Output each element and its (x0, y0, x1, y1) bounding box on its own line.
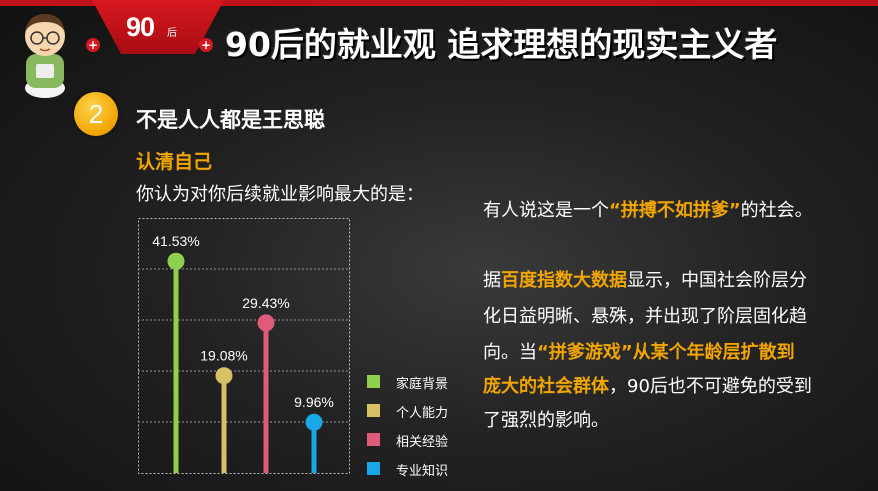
legend-swatch (367, 375, 380, 388)
lollipop-head (305, 413, 323, 431)
text-segment: 显示，中国社会阶层分 (627, 270, 807, 291)
data-label: 9.96% (294, 394, 334, 410)
text-line-1: 有人说这是一个“拼搏不如拼爹”的社会。 (483, 196, 813, 222)
legend-swatch (367, 433, 380, 446)
page-title: 90后的就业观 追求理想的现实主义者 (225, 25, 778, 64)
legend-label: 相关经验 (396, 435, 449, 450)
highlight-text: 庞大的社会群体 (483, 376, 609, 397)
data-label: 41.53% (152, 233, 199, 249)
legend-swatch (367, 462, 380, 475)
text-line-3: 化日益明晰、悬殊，并出现了阶层固化趋 (483, 306, 807, 327)
legend-swatch (367, 404, 380, 417)
survey-question: 你认为对你后续就业影响最大的是： (136, 184, 424, 205)
lollipop-chart: 41.53% 19.08% 29.43% 9.96% (138, 218, 350, 474)
data-label: 29.43% (242, 295, 289, 311)
header-tag-number: 90 (126, 12, 155, 42)
legend-item: 家庭背景 (367, 372, 477, 392)
section-number-badge: 2 (74, 92, 118, 136)
lollipop-head (257, 314, 275, 332)
chart-frame (138, 218, 350, 474)
text-segment: 据 (483, 270, 501, 291)
plus-icon: + (86, 38, 100, 52)
legend-item: 个人能力 (367, 401, 477, 421)
highlight-text: “拼爹游戏”从某个年龄层扩散到 (537, 342, 795, 363)
cartoon-avatar (25, 14, 65, 98)
text-segment: 有人说这是一个 (483, 200, 609, 221)
text-segment: ，90后也不可避免的受到 (609, 376, 812, 397)
legend-item: 相关经验 (367, 430, 477, 450)
text-segment: 向。当 (483, 342, 537, 363)
legend-label: 家庭背景 (396, 377, 449, 392)
text-line-5: 庞大的社会群体，90后也不可避免的受到 (483, 372, 812, 398)
plus-icon: + (199, 38, 213, 52)
text-segment: 的社会。 (740, 200, 813, 221)
lollipop-head (167, 252, 185, 270)
highlight-text: “拼搏不如拼爹” (609, 200, 741, 221)
top-accent-bar (0, 0, 878, 6)
text-line-2: 据百度指数大数据显示，中国社会阶层分 (483, 266, 807, 292)
text-line-6: 了强烈的影响。 (483, 410, 609, 431)
section-subtitle: 认清自己 (136, 151, 213, 173)
lollipop-head (215, 367, 233, 385)
legend-label: 专业知识 (396, 464, 449, 479)
text-line-4: 向。当“拼爹游戏”从某个年龄层扩散到 (483, 338, 795, 364)
data-label: 19.08% (200, 348, 247, 364)
legend-label: 个人能力 (396, 406, 449, 421)
section-title: 不是人人都是王思聪 (136, 108, 325, 132)
legend-item: 专业知识 (367, 459, 477, 479)
highlight-text: 百度指数大数据 (501, 270, 627, 291)
header-tag-suffix: 后 (167, 28, 177, 39)
